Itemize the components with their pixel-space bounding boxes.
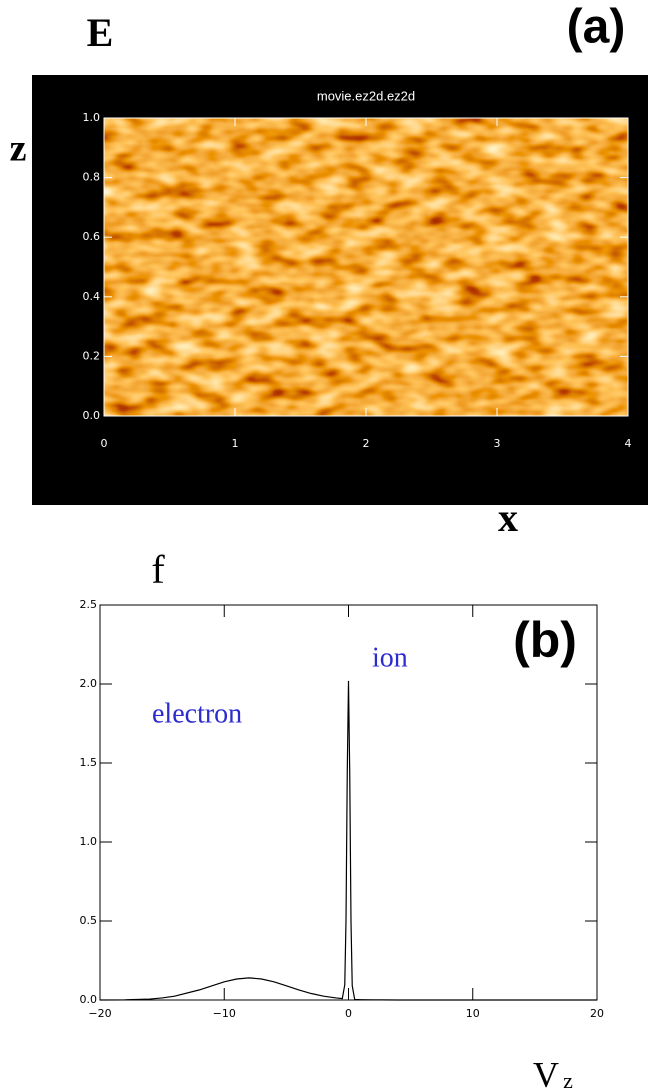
y-tick-label: 1.0 [80,835,98,848]
y-axis-label: z [10,128,27,170]
y-axis-label: f [151,547,165,592]
x-tick-label: 0 [101,437,108,450]
x-axis-label-subscript: z [563,1068,573,1091]
x-tick-label: 10 [466,1007,480,1020]
panel-label: (b) [513,612,577,668]
image-title: movie.ez2d.ez2d [317,88,415,103]
y-tick-label: 0.6 [83,230,101,243]
y-tick-label: 0.5 [80,914,98,927]
x-tick-label: 3 [494,437,501,450]
heatmap [104,118,628,416]
x-axis-label: x [498,495,518,540]
y-tick-label: 1.0 [83,111,101,124]
x-tick-label: −10 [213,1007,236,1020]
y-tick-label: 0.4 [83,290,101,303]
x-tick-label: 1 [232,437,239,450]
y-tick-label: 0.0 [83,409,101,422]
y-tick-label: 2.5 [80,598,98,611]
y-tick-label: 2.0 [80,677,98,690]
x-tick-label: 4 [625,437,632,450]
x-tick-label: 2 [363,437,370,450]
x-tick-label: −20 [88,1007,111,1020]
x-axis-label: V [533,1054,559,1091]
annotation: ion [372,642,408,673]
y-tick-label: 1.5 [80,756,98,769]
panel-b: f (b) ion electron V z −20 −10 0 10 20 0.0 0.5… [80,547,605,1091]
y-tick-label: 0.0 [80,993,98,1006]
panel-a: movie.ez2d.ez2d E (a) z x 0 1 2 3 4 0.0 0.2 0.4… [10,1,648,540]
y-tick-label: 0.2 [83,349,101,362]
annotation: electron [152,698,242,729]
x-tick-label: 20 [590,1007,604,1020]
x-tick-label: 0 [345,1007,352,1020]
field-label: E [87,10,114,55]
panel-label: (a) [567,1,626,54]
line [99,680,597,1001]
y-tick-label: 0.8 [83,171,101,184]
